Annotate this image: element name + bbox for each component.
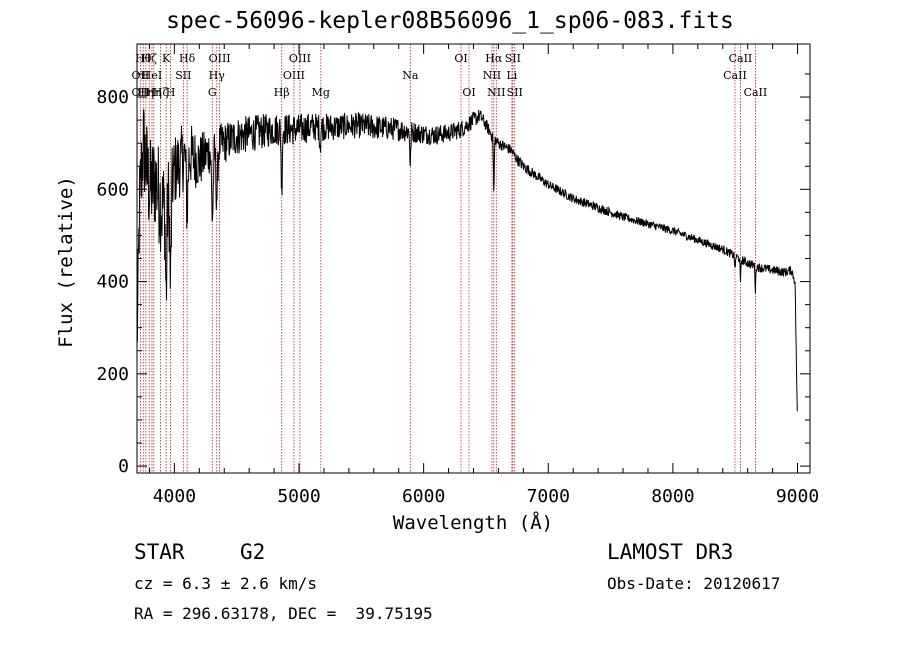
spectral-line-label: NII — [487, 86, 505, 99]
spectral-line-label: OIII — [289, 52, 311, 65]
spectral-line-label: Hη — [146, 86, 162, 99]
spectral-line-label: Hζ — [141, 52, 157, 65]
spectral-line-label: NII — [483, 69, 501, 82]
x-tick-label: 6000 — [402, 486, 445, 507]
subclass: G2 — [240, 540, 266, 564]
x-tick-label: 8000 — [651, 486, 694, 507]
spectral-line-label: G — [208, 86, 217, 99]
spectral-line-label: OI — [454, 52, 467, 65]
spectral-line-label: K — [162, 52, 171, 65]
spectral-line-label: CaII — [744, 86, 768, 99]
spectral-line-label: Hδ — [179, 52, 196, 65]
spectral-line-label: Hγ — [209, 69, 226, 82]
x-tick-label: 9000 — [776, 486, 819, 507]
obs-date: Obs-Date: 20120617 — [607, 574, 781, 593]
spectral-line-label: SII — [507, 86, 523, 99]
spectral-line-label: HeI — [142, 69, 162, 82]
spectral-line-label: Na — [402, 69, 419, 82]
spectral-line-label: OIII — [209, 52, 231, 65]
coordinates: RA = 296.63178, DEC = 39.75195 — [134, 604, 433, 623]
spectral-line-label: OI — [462, 86, 475, 99]
y-tick-label: 400 — [96, 272, 129, 293]
plot-frame — [136, 43, 811, 474]
spectral-line-label: OIII — [283, 69, 305, 82]
spectral-line-label: SII — [175, 69, 191, 82]
survey-name: LAMOST DR3 — [607, 540, 734, 564]
y-tick-label: 200 — [96, 364, 129, 385]
spectral-line-label: SII — [505, 52, 521, 65]
spectral-line-label: Hα — [485, 52, 503, 65]
spectrum-line — [136, 109, 798, 412]
y-axis-label: Flux (relative) — [55, 176, 77, 348]
y-tick-label: 800 — [96, 87, 129, 108]
spectral-line-label: Hθ — [135, 52, 152, 65]
spectral-line-label: OII — [132, 86, 150, 99]
line-markers — [139, 44, 756, 473]
chart-title: spec-56096-kepler08B56096_1_sp06-083.fit… — [166, 8, 734, 34]
spectral-line-label: H — [166, 86, 176, 99]
x-tick-label: 7000 — [527, 486, 570, 507]
y-axis: 0 200 400 600 800 — [96, 73, 810, 477]
spectral-line-label: Hη — [138, 86, 154, 99]
y-tick-label: 0 — [118, 456, 129, 477]
spectral-line-label: OII — [132, 69, 150, 82]
object-class: STAR — [134, 540, 185, 564]
spectral-line-label: CaII — [729, 52, 753, 65]
x-tick-label: 4000 — [153, 486, 196, 507]
line-labels: OIIOIIHθHηHζHeIHηHζKHSIIHδGHγOIIIHβOIIIO… — [132, 52, 768, 99]
x-axis: 4000 5000 6000 7000 8000 9000 — [148, 44, 819, 507]
spectrum-layer — [136, 109, 798, 412]
spectral-line-label: Mg — [312, 86, 330, 99]
y-tick-label: 600 — [96, 179, 129, 200]
x-tick-label: 5000 — [277, 486, 320, 507]
spectral-line-label: Hβ — [274, 86, 290, 99]
redshift-cz: cz = 6.3 ± 2.6 km/s — [134, 574, 318, 593]
spectral-line-label: CaII — [723, 69, 747, 82]
spectral-line-label: Li — [506, 69, 517, 82]
x-axis-label: Wavelength (Å) — [393, 511, 553, 534]
spectral-line-label: Hζ — [153, 86, 169, 99]
